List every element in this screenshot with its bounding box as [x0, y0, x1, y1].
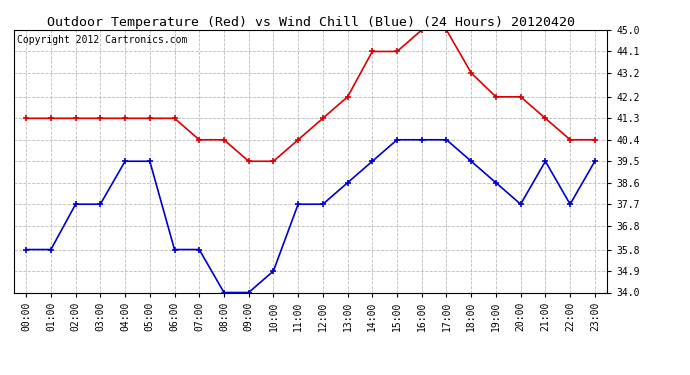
Title: Outdoor Temperature (Red) vs Wind Chill (Blue) (24 Hours) 20120420: Outdoor Temperature (Red) vs Wind Chill …	[46, 16, 575, 29]
Text: Copyright 2012 Cartronics.com: Copyright 2012 Cartronics.com	[17, 35, 187, 45]
